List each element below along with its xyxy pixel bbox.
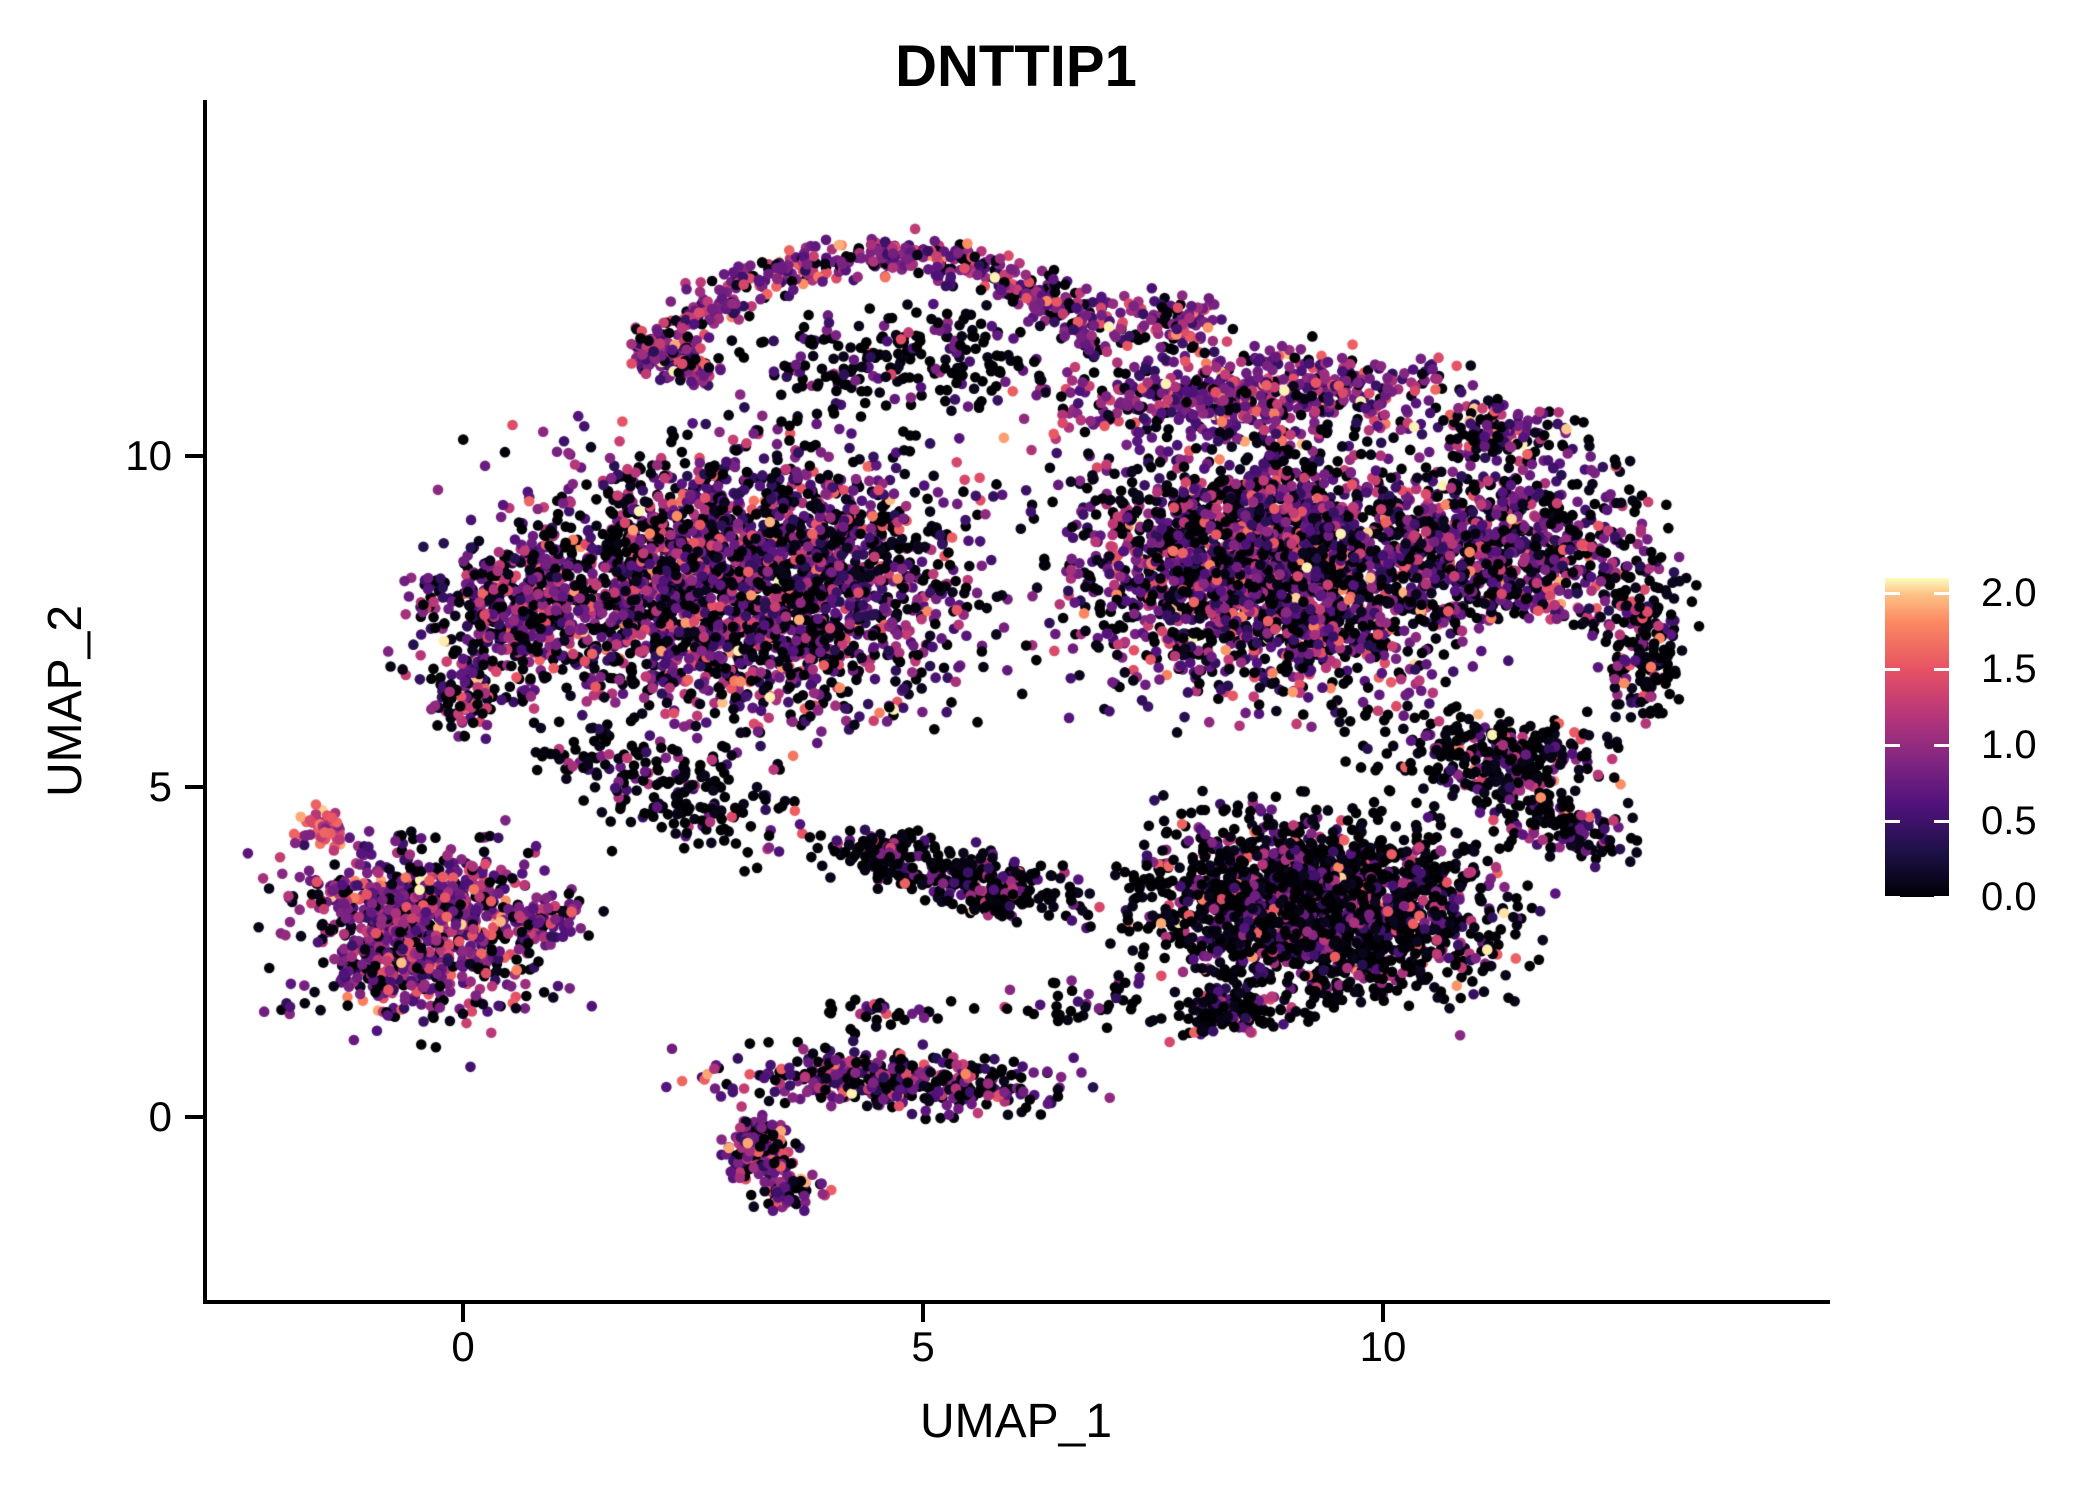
- colorbar-tick-0.0-right: [1934, 895, 1949, 899]
- x-tick-label-5: 5: [911, 1323, 935, 1370]
- y-tick-label-0: 0: [148, 1093, 172, 1141]
- y-tick-mark-5: [185, 784, 203, 789]
- colorbar-tick-1.5-right: [1934, 667, 1949, 671]
- x-tick-mark-0: [461, 1304, 466, 1322]
- x-tick-label-0: 0: [451, 1323, 475, 1370]
- y-tick-mark-10: [185, 454, 203, 459]
- colorbar-tick-2.0-right: [1934, 591, 1949, 595]
- colorbar-label-1.0: 1.0: [1981, 723, 2037, 768]
- colorbar-tick-1.5-left: [1885, 667, 1900, 671]
- colorbar-tick-1.0-left: [1885, 743, 1900, 747]
- colorbar-tick-0.5-right: [1934, 819, 1949, 823]
- y-tick-mark-0: [185, 1115, 203, 1120]
- x-tick-mark-10: [1381, 1304, 1385, 1322]
- colorbar-label-0.0: 0.0: [1981, 875, 2037, 919]
- colorbar-tick-1.0-right: [1934, 743, 1949, 747]
- x-tick-mark-5: [921, 1304, 926, 1322]
- colorbar-tick-2.0-left: [1885, 591, 1900, 595]
- x-axis-line: [203, 1300, 1830, 1304]
- colorbar-gradient: [1885, 578, 1949, 897]
- y-axis-line: [203, 100, 207, 1304]
- colorbar-label-0.5: 0.5: [1981, 799, 2037, 844]
- colorbar-tick-0.0-left: [1885, 895, 1900, 899]
- y-tick-label-5: 5: [148, 762, 172, 810]
- x-tick-label-10: 10: [1359, 1323, 1407, 1370]
- colorbar-tick-0.5-left: [1885, 819, 1900, 823]
- y-tick-label-10: 10: [125, 432, 172, 480]
- y-axis-title: UMAP_2: [39, 604, 92, 798]
- colorbar-label-1.5: 1.5: [1981, 647, 2037, 692]
- colorbar-label-2.0: 2.0: [1981, 571, 2037, 616]
- plot-title: DNTTIP1: [895, 34, 1137, 99]
- x-axis-title: UMAP_1: [919, 1395, 1113, 1448]
